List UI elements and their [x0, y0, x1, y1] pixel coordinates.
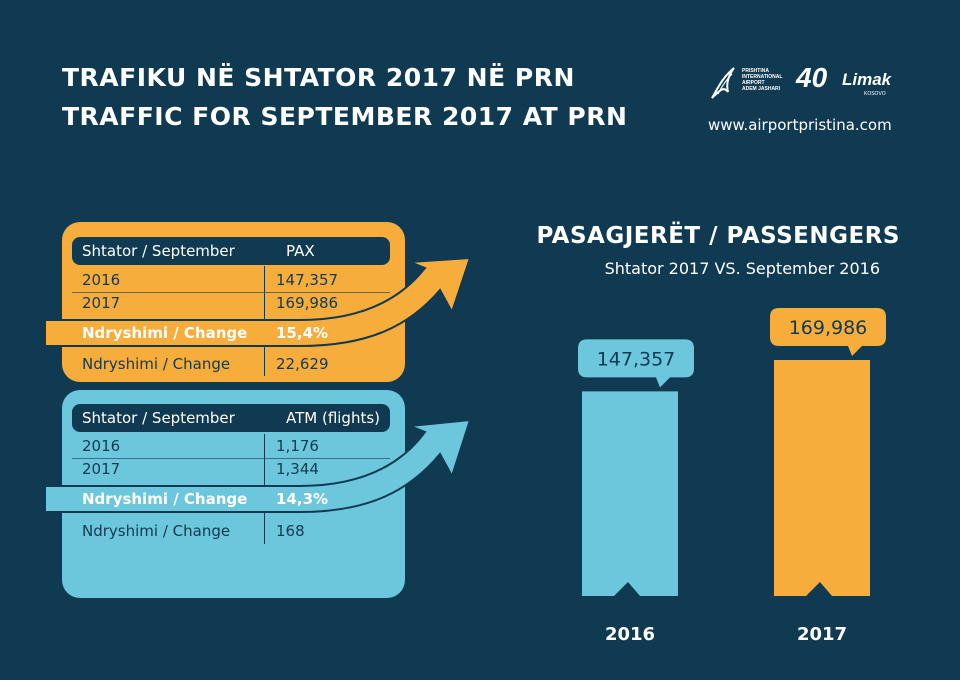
data-label-2016: 147,357	[597, 348, 676, 370]
pax-change-pct-value: 15,4%	[276, 324, 329, 342]
airport-logo-text: PRISHTINA INTERNATIONAL AIRPORT ADEM JAS…	[742, 68, 783, 92]
limak-logo: 40 Limak KOSOVO	[796, 62, 906, 102]
title-albanian: TRAFIKU NË SHTATOR 2017 NË PRN	[62, 63, 575, 92]
pax-change-pct-label: Ndryshimi / Change	[82, 324, 248, 342]
chart-subtitle: Shtator 2017 VS. September 2016	[604, 259, 880, 278]
bar-2017	[774, 360, 870, 596]
airport-bird-icon	[711, 67, 735, 99]
pax-header-left: Shtator / September	[82, 242, 235, 260]
atm-change-pct-label: Ndryshimi / Change	[82, 490, 248, 508]
pax-header-right: PAX	[286, 242, 315, 260]
pax-change-abs-label: Ndryshimi / Change	[82, 355, 231, 373]
limak-brand: Limak	[842, 70, 892, 89]
atm-change-abs-label: Ndryshimi / Change	[82, 522, 231, 540]
atm-change-abs-value: 168	[276, 522, 305, 540]
x-tick-label-2017: 2017	[797, 624, 847, 645]
airport-logo: PRISHTINA INTERNATIONAL AIRPORT ADEM JAS…	[708, 64, 794, 104]
website-link[interactable]: www.airportpristina.com	[708, 116, 892, 134]
chart-title: PASAGJERËT / PASSENGERS	[536, 223, 900, 249]
pax-change-abs-value: 22,629	[276, 355, 329, 373]
atm-change-pct-value: 14,3%	[276, 490, 329, 508]
title-english: TRAFFIC FOR SEPTEMBER 2017 AT PRN	[62, 102, 628, 131]
limak-sub: KOSOVO	[864, 91, 886, 97]
limak-forty: 40	[796, 62, 828, 93]
data-label-2017: 169,986	[789, 317, 868, 339]
value-bubble-2016	[578, 339, 694, 388]
x-tick-label-2016: 2016	[605, 624, 655, 645]
bar-2016	[582, 391, 678, 596]
value-bubble-2017	[770, 308, 886, 356]
